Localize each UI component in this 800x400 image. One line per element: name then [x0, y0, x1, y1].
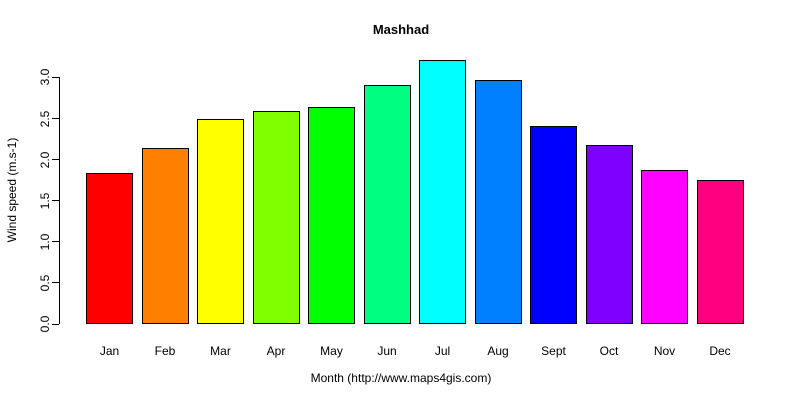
y-axis-line: [59, 77, 60, 324]
bar-mar: [197, 119, 244, 324]
y-axis-tick-label: 3.0: [38, 69, 52, 86]
bar-jan: [86, 172, 133, 324]
bar-jun: [363, 84, 411, 324]
bar-oct: [585, 144, 633, 324]
x-axis-tick-label-nov: Nov: [653, 344, 676, 358]
y-axis-label: Wind speed (m.s-1): [5, 137, 19, 243]
x-axis-label: Month (http://www.maps4gis.com): [310, 371, 492, 385]
x-axis-tick-label-may: May: [320, 344, 343, 358]
y-axis-tick-label: 2.5: [38, 110, 52, 127]
bar-nov: [641, 170, 688, 324]
y-axis-tick: [52, 241, 59, 243]
y-axis-tick-label: 1.5: [38, 192, 52, 210]
x-axis-tick-label-jan: Jan: [99, 344, 120, 358]
bar-sept: [530, 125, 577, 324]
y-axis-tick-label: 0.0: [38, 315, 52, 333]
bar-jul: [419, 60, 466, 324]
bar-may: [308, 106, 355, 324]
y-axis-tick: [52, 200, 59, 202]
bar-dec: [696, 180, 744, 324]
y-axis-tick: [52, 282, 59, 284]
x-axis-tick-label-jun: Jun: [377, 344, 397, 358]
x-axis-tick-label-aug: Aug: [487, 344, 509, 358]
x-axis-tick-label-feb: Feb: [154, 344, 176, 358]
x-axis-tick-label-dec: Dec: [709, 344, 731, 358]
y-axis-tick: [52, 159, 59, 161]
bar-aug: [474, 79, 522, 324]
y-axis-tick: [52, 323, 59, 325]
x-axis-tick-label-jul: Jul: [434, 344, 451, 358]
x-axis-tick-label-mar: Mar: [210, 344, 231, 358]
bar-apr: [252, 111, 300, 324]
y-axis-tick-label: 2.0: [38, 151, 52, 168]
y-axis-tick-label: 1.0: [38, 233, 52, 251]
y-axis-tick: [52, 118, 59, 119]
x-axis-tick-label-oct: Oct: [599, 344, 619, 358]
y-axis-tick-label: 0.5: [38, 274, 52, 292]
x-axis-tick-label-apr: Apr: [266, 344, 286, 358]
x-axis-tick-label-sept: Sept: [541, 344, 566, 358]
bar-feb: [141, 148, 189, 324]
y-axis-tick: [52, 76, 59, 78]
chart-title: Mashhad: [372, 22, 430, 37]
